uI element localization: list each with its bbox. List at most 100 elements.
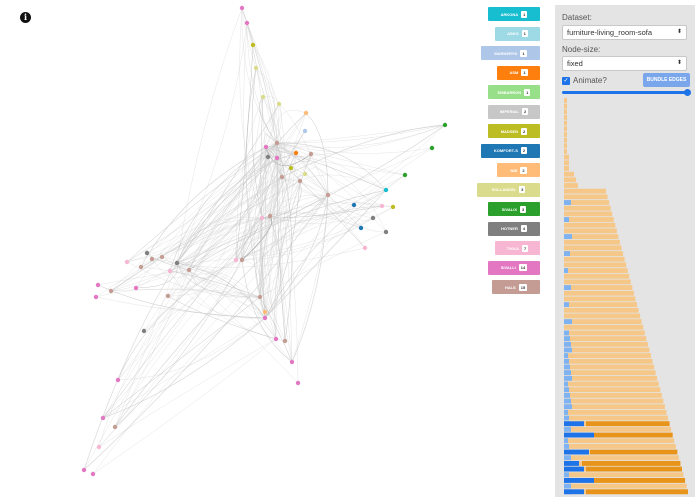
graph-node[interactable] (159, 254, 165, 260)
graph-node[interactable] (267, 213, 273, 219)
legend-item-sollandsl[interactable]: SOLLANDSL 3 (477, 182, 540, 197)
graph-edge (169, 146, 267, 272)
graph-node[interactable] (174, 260, 180, 266)
graph-node[interactable] (265, 154, 271, 160)
graph-node[interactable] (383, 229, 389, 235)
graph-node[interactable] (90, 471, 96, 477)
legend-item-nib[interactable]: NIB 2 (497, 163, 540, 177)
legend-item-madsen[interactable]: MADSEN 2 (488, 124, 540, 138)
graph-node[interactable] (138, 264, 144, 270)
legend-item-tikka[interactable]: TIKKA 7 (495, 241, 540, 255)
node-size-select[interactable]: fixed ⬍ (562, 56, 687, 71)
legend-item-komfort-s[interactable]: KOMFORT-S 2 (481, 143, 540, 158)
graph-edge (235, 153, 312, 261)
graph-edge (161, 256, 277, 340)
graph-node[interactable] (133, 285, 139, 291)
graph-node[interactable] (250, 42, 256, 48)
legend-item-arkona[interactable]: ARKONA 1 (488, 7, 540, 21)
graph-node[interactable] (358, 225, 364, 231)
graph-edge (291, 194, 329, 363)
graph-node[interactable] (383, 187, 389, 193)
graph-edge (257, 312, 277, 340)
graph-node[interactable] (402, 172, 408, 178)
graph-node[interactable] (167, 268, 173, 274)
legend-item-sivalli[interactable]: SIVALLI 14 (488, 260, 540, 275)
legend-item-hals[interactable]: HALS 15 (492, 280, 540, 294)
graph-node[interactable] (370, 215, 376, 221)
graph-node[interactable] (274, 155, 280, 161)
graph-node[interactable] (124, 259, 130, 265)
dataset-select[interactable]: furniture-living_room-sofa ⬍ (562, 25, 687, 40)
graph-edge (299, 180, 366, 249)
dataset-label: Dataset: (562, 13, 592, 22)
graph-node[interactable] (96, 444, 102, 450)
legend-item-asm[interactable]: ASM 1 (497, 65, 540, 80)
graph-node[interactable] (288, 165, 294, 171)
graph-node[interactable] (295, 380, 301, 386)
graph-node[interactable] (262, 309, 268, 315)
graph-node[interactable] (257, 294, 263, 300)
legend-item-asko[interactable]: ASKO 1 (495, 26, 540, 41)
graph-node[interactable] (263, 144, 269, 150)
graph-node[interactable] (244, 20, 250, 26)
graph-node[interactable] (362, 245, 368, 251)
graph-node[interactable] (390, 204, 396, 210)
graph-node[interactable] (293, 150, 299, 156)
graph-node[interactable] (149, 256, 155, 262)
graph-node[interactable] (279, 174, 285, 180)
legend-item-embarron[interactable]: EMBARRON 1 (488, 85, 540, 99)
graph-node[interactable] (93, 294, 99, 300)
legend-item-imperial[interactable]: IMPERIAL 2 (488, 104, 540, 119)
graph-node[interactable] (351, 202, 357, 208)
legend-count: 1 (521, 10, 528, 18)
graph-node[interactable] (144, 250, 150, 256)
graph-node[interactable] (115, 377, 121, 383)
graph-node[interactable] (95, 282, 101, 288)
info-icon[interactable]: i (20, 12, 31, 23)
graph-node[interactable] (165, 293, 171, 299)
graph-node[interactable] (81, 467, 87, 473)
legend-item-sivalix[interactable]: SIVALIX 3 (488, 202, 540, 216)
graph-node[interactable] (282, 338, 288, 344)
graph-node[interactable] (276, 101, 282, 107)
graph-node[interactable] (302, 171, 308, 177)
bundle-edges-button[interactable]: BUNDLE EDGES (643, 73, 690, 87)
legend-label: TIKKA (506, 245, 519, 251)
slider-track[interactable] (562, 91, 686, 94)
animate-checkbox[interactable]: ✓ (562, 77, 570, 85)
slider-thumb[interactable] (684, 89, 691, 96)
graph-node[interactable] (429, 145, 435, 151)
legend-item-hotner[interactable]: HOTNER 4 (488, 221, 540, 236)
graph-node[interactable] (303, 110, 309, 116)
graph-node[interactable] (289, 359, 295, 365)
graph-node[interactable] (260, 94, 266, 100)
graph-edge (259, 142, 283, 298)
graph-node[interactable] (259, 215, 265, 221)
graph-node[interactable] (273, 336, 279, 342)
graph-node[interactable] (302, 128, 308, 134)
graph-node[interactable] (112, 424, 118, 430)
graph-node[interactable] (108, 288, 114, 294)
graph-node[interactable] (262, 315, 268, 321)
graph-node[interactable] (233, 257, 239, 263)
graph-edge (261, 173, 306, 219)
graph-node[interactable] (308, 151, 314, 157)
graph-edge (261, 202, 394, 219)
graph-node[interactable] (297, 178, 303, 184)
graph-node[interactable] (379, 203, 385, 209)
graph-node[interactable] (325, 192, 331, 198)
graph-node[interactable] (274, 140, 280, 146)
graph-edge (305, 112, 329, 196)
graph-node[interactable] (442, 122, 448, 128)
graph-node[interactable] (239, 257, 245, 263)
graph-node[interactable] (253, 65, 259, 71)
network-graph[interactable] (0, 0, 555, 500)
graph-node[interactable] (100, 415, 106, 421)
graph-node[interactable] (186, 267, 192, 273)
histogram-bar (564, 171, 574, 177)
legend-item-markeryd[interactable]: MARKERYD 1 (481, 46, 540, 60)
graph-edge (135, 157, 278, 289)
graph-node[interactable] (239, 5, 245, 11)
graph-node[interactable] (141, 328, 147, 334)
graph-edge (253, 146, 267, 319)
